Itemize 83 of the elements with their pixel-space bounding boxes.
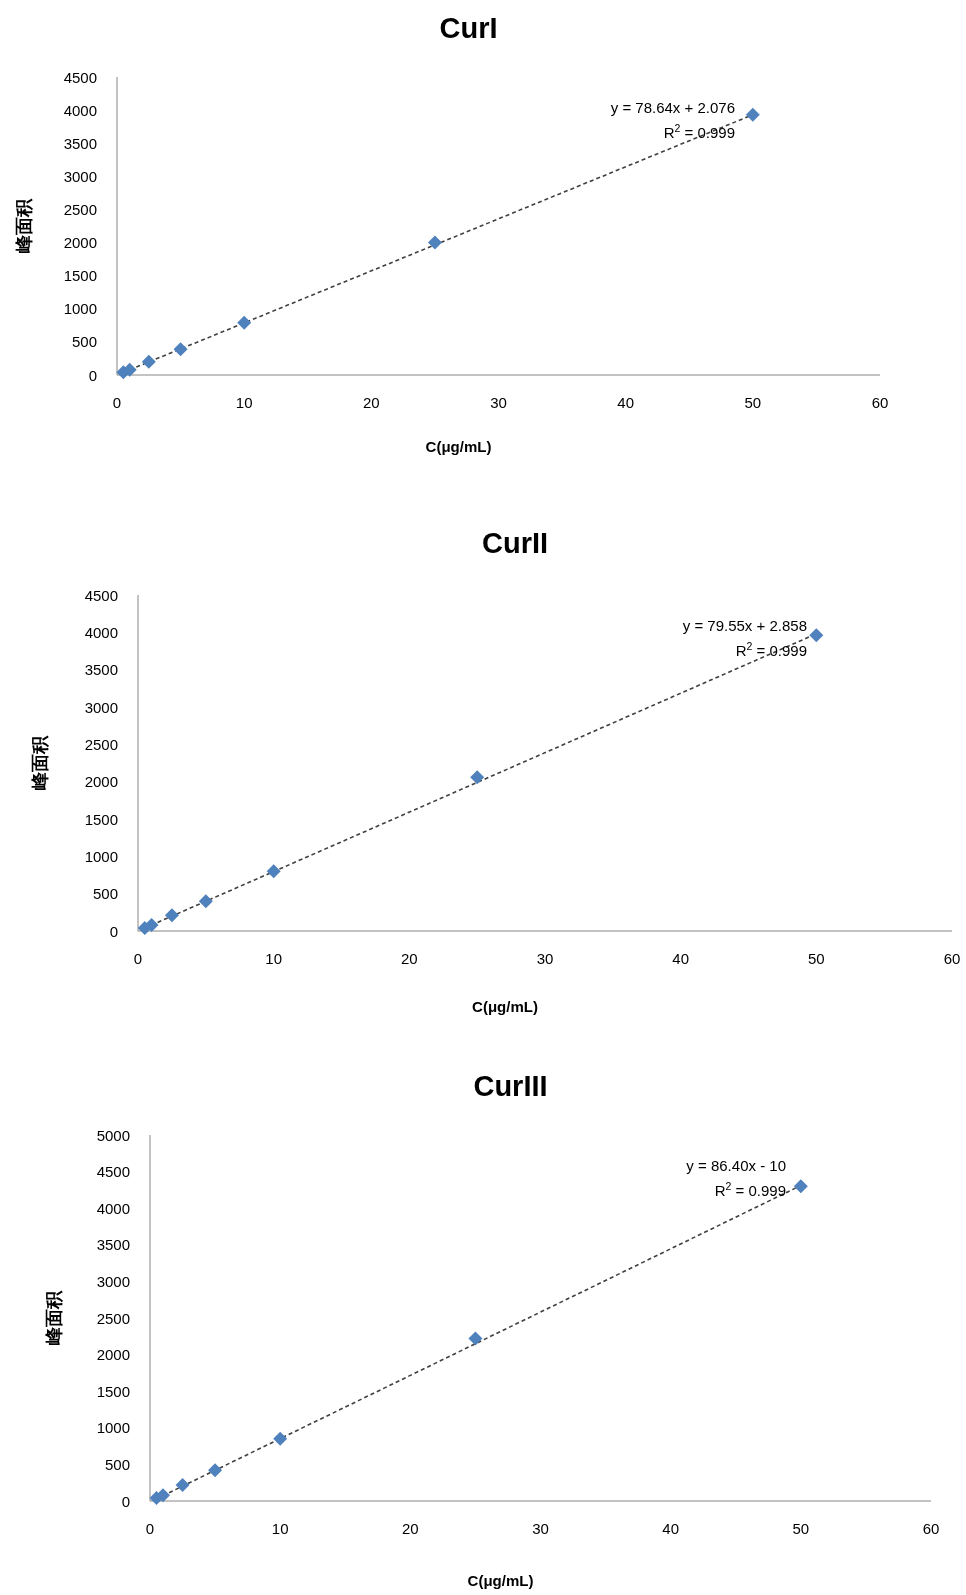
point <box>156 1488 171 1503</box>
point <box>208 1463 223 1478</box>
y-tick-label: 3500 <box>84 661 118 679</box>
y-tick-label: 1500 <box>63 267 97 285</box>
annotation: R$^{2}$ = 0.999 <box>663 122 735 141</box>
y-tick-label: 3000 <box>63 167 97 185</box>
chart-title: CurIII <box>473 1070 548 1102</box>
x-axis-title: C(μg/mL) <box>467 1572 534 1589</box>
chart-title: CurI <box>439 12 498 44</box>
x-axis-title: C(μg/mL) <box>425 438 492 455</box>
point <box>468 1331 483 1346</box>
x-tick-label: 0 <box>145 1520 155 1537</box>
y-tick-label: 3000 <box>84 698 118 716</box>
y-tick-label: 500 <box>104 1455 130 1473</box>
x-tick-label: 0 <box>133 950 143 967</box>
y-tick-label: 2000 <box>84 773 118 791</box>
point <box>141 354 156 369</box>
point <box>144 918 159 933</box>
point <box>164 908 179 923</box>
y-tick-label: 0 <box>121 1492 130 1510</box>
x-tick-label: 50 <box>807 950 825 967</box>
y-tick-label: 4500 <box>96 1163 130 1181</box>
y-axis-title: 峰面积 <box>14 198 34 253</box>
y-tick-label: 2000 <box>96 1346 130 1364</box>
point <box>175 1477 190 1492</box>
y-axis-title: 峰面积 <box>30 735 50 790</box>
x-tick-label: 20 <box>362 394 380 411</box>
y-tick-label: 3500 <box>96 1236 130 1254</box>
x-tick-label: 30 <box>490 394 507 411</box>
point <box>237 315 252 330</box>
x-tick-label: 60 <box>871 394 889 411</box>
x-tick-label: 40 <box>617 394 635 411</box>
y-tick-label: 5000 <box>96 1126 130 1144</box>
y-tick-label: 1500 <box>96 1382 130 1400</box>
point <box>198 894 213 909</box>
y-tick-label: 2500 <box>96 1309 130 1327</box>
x-tick-label: 20 <box>401 1520 419 1537</box>
annotation: R$^{2}$ = 0.999 <box>735 640 807 659</box>
x-tick-label: 10 <box>265 950 283 967</box>
point <box>470 770 485 785</box>
y-tick-label: 500 <box>92 885 118 903</box>
y-tick-label: 3500 <box>63 134 97 152</box>
x-tick-label: 50 <box>744 394 762 411</box>
x-tick-label: 30 <box>536 950 554 967</box>
y-tick-label: 2000 <box>63 234 97 252</box>
y-tick-label: 2500 <box>63 200 97 218</box>
point <box>273 1431 288 1446</box>
y-tick-label: 0 <box>88 366 97 384</box>
y-tick-label: 2500 <box>84 735 118 753</box>
chart-title: CurII <box>481 527 549 559</box>
y-tick-label: 1000 <box>96 1419 130 1437</box>
y-tick-label: 1000 <box>84 847 118 865</box>
y-tick-label: 1000 <box>63 300 97 318</box>
point <box>793 1179 808 1194</box>
annotation: R$^{2}$ = 0.999 <box>714 1180 786 1199</box>
x-tick-label: 50 <box>792 1520 810 1537</box>
annotation: y = 79.55x + 2.858 <box>682 617 807 634</box>
point <box>427 235 442 250</box>
y-tick-label: 4500 <box>63 68 97 86</box>
x-axis-title: C(μg/mL) <box>472 998 538 1015</box>
x-tick-label: 10 <box>235 394 253 411</box>
x-tick-label: 20 <box>400 950 418 967</box>
y-tick-label: 4500 <box>84 586 118 604</box>
y-axis-title: 峰面积 <box>44 1290 64 1345</box>
y-tick-label: 3000 <box>96 1272 130 1290</box>
x-tick-label: 30 <box>532 1520 549 1537</box>
x-tick-label: 40 <box>672 950 690 967</box>
x-tick-label: 40 <box>662 1520 680 1537</box>
point <box>173 342 188 357</box>
y-tick-label: 4000 <box>96 1199 130 1217</box>
x-tick-label: 60 <box>922 1520 940 1537</box>
y-tick-label: 4000 <box>63 101 97 119</box>
annotation: y = 86.40x - 10 <box>686 1157 786 1174</box>
y-tick-label: 4000 <box>84 623 118 641</box>
x-tick-label: 60 <box>943 950 961 967</box>
point <box>266 864 281 879</box>
point <box>745 107 760 122</box>
y-tick-label: 0 <box>109 922 118 940</box>
y-tick-label: 500 <box>71 333 97 351</box>
point <box>809 628 824 643</box>
annotation: y = 78.64x + 2.076 <box>610 99 735 116</box>
y-tick-label: 1500 <box>84 810 118 828</box>
x-tick-label: 10 <box>271 1520 289 1537</box>
